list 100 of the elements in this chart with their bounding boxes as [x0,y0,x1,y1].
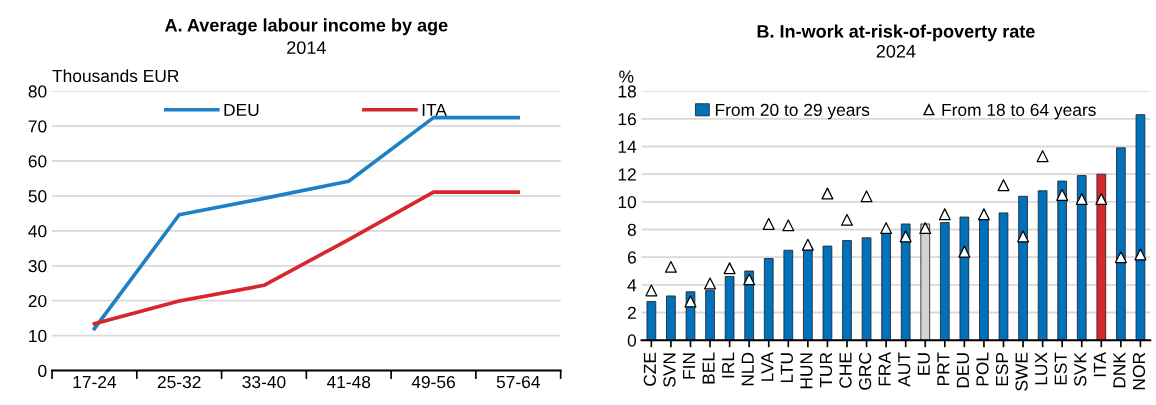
point [840,213,853,226]
y-tick-label: 10 [29,329,47,343]
bar [705,289,715,341]
point [1056,188,1069,201]
x-tick-label: SVN [663,353,676,387]
y-tick-label: 16 [618,112,636,126]
y-tick-label: 70 [28,120,47,133]
y-tick-label: 80 [28,85,47,98]
x-tick-label: HUN [800,353,813,389]
x-tick-label: POL [976,352,989,386]
point [880,222,893,235]
point [899,230,912,243]
point [860,190,873,203]
bar [939,222,950,341]
x-tick-label: EST [1054,352,1067,385]
chart-subtitle: 2014 [287,41,326,55]
y-tick-label: 60 [28,155,47,168]
x-tick-label: TUR [819,352,833,388]
y-tick-label: 0 [627,334,637,347]
point [997,179,1010,192]
bar [1018,195,1028,341]
x-tick-label: LUX [1035,352,1048,385]
y-tick-label: 4 [627,279,637,292]
point [743,273,756,286]
y-tick-label: 6 [627,251,636,264]
bar [763,258,774,341]
x-tick-label: DNK [1113,352,1126,388]
point [645,284,658,297]
x-tick-label: CZE [643,352,657,386]
y-tick-label: 8 [627,223,636,236]
y-tick-label: 20 [28,294,47,308]
point [801,238,814,251]
y-tick-label: 50 [28,190,47,203]
chart-title: A. Average labour income by age [164,18,448,36]
bar [1037,190,1048,341]
point [958,245,971,258]
x-tick-label: SWE [1015,352,1028,391]
bar [998,212,1009,341]
y-tick-label: 2 [627,306,636,319]
x-tick-label: BEL [702,352,715,384]
bar [822,245,833,341]
x-tick-label: PRT [937,352,950,385]
bar [783,249,794,341]
bar [900,223,911,341]
chart-subtitle: 2024 [876,44,916,58]
bar [803,248,813,341]
y-tick-label: 30 [28,259,47,273]
bar [646,301,657,341]
legend-label: From 18 to 64 years [942,103,1096,120]
point [1075,193,1088,206]
point [1036,150,1049,163]
bar [842,240,852,341]
point [977,208,990,221]
bar [1057,180,1068,341]
x-tick-label: NOR [1132,352,1146,390]
point [704,277,717,290]
x-tick-label: 17-24 [73,375,117,389]
x-tick-label: IRL [722,352,735,378]
bar [1096,173,1107,341]
point [664,260,677,273]
x-tick-label: SVK [1074,352,1087,386]
bar [666,295,676,341]
x-tick-label: 25-32 [157,375,201,389]
x-tick-label: CHE [839,352,852,388]
y-tick-label: 18 [618,85,636,98]
point [938,208,951,221]
line-series [92,115,521,331]
bar [881,231,891,341]
legend-label: DEU [224,103,259,117]
y-axis-title: Thousands EUR [52,69,179,83]
point [821,187,834,200]
x-tick-label: 41-48 [326,375,371,389]
bar [979,216,989,341]
point [1134,248,1147,261]
x-tick-label: 49-56 [411,375,455,389]
bar [724,276,735,341]
bar [959,216,970,341]
point [723,262,736,275]
point [1017,230,1030,243]
bar [1076,175,1087,341]
point [1114,251,1127,264]
line-series [92,190,521,326]
y-tick-label: 10 [618,195,637,209]
x-tick-label: FIN [683,353,695,379]
x-tick-label: NLD [741,352,754,386]
bar [1135,114,1146,341]
point [782,219,795,232]
x-tick-label: LTU [780,353,793,383]
x-tick-label: EU [917,353,930,375]
legend-label: From 20 to 29 years [715,103,870,120]
point [1095,193,1108,206]
x-tick-label: LVA [761,352,774,381]
y-tick-label: 14 [618,140,637,153]
bar [861,237,872,341]
x-tick-label: DEU [956,353,970,388]
legend-label: ITA [422,103,447,116]
x-tick-label: ESP [995,352,1009,386]
point [762,217,775,230]
bar [1116,147,1126,341]
x-tick-label: ITA [1093,352,1106,377]
